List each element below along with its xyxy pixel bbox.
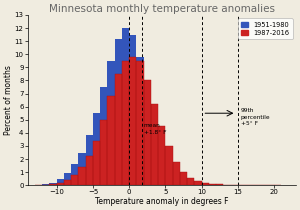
- Bar: [158, 126, 165, 185]
- Bar: [57, 183, 64, 185]
- Bar: [129, 35, 137, 185]
- Bar: [136, 57, 144, 185]
- Bar: [194, 181, 202, 185]
- Bar: [50, 184, 57, 185]
- Y-axis label: Percent of months: Percent of months: [4, 65, 13, 135]
- Bar: [71, 175, 78, 185]
- Bar: [151, 104, 158, 185]
- Bar: [57, 179, 64, 185]
- Bar: [180, 172, 187, 185]
- Bar: [107, 96, 115, 185]
- Bar: [50, 183, 57, 185]
- Bar: [172, 162, 180, 185]
- Bar: [115, 74, 122, 185]
- Title: Minnesota monthly temperature anomalies: Minnesota monthly temperature anomalies: [49, 4, 275, 14]
- Bar: [64, 173, 71, 185]
- Bar: [86, 135, 93, 185]
- Bar: [122, 61, 129, 185]
- Bar: [129, 57, 137, 185]
- Bar: [194, 181, 202, 185]
- Bar: [71, 164, 78, 185]
- Bar: [115, 38, 122, 185]
- Bar: [187, 178, 194, 185]
- Bar: [180, 172, 187, 185]
- Bar: [180, 179, 187, 185]
- Bar: [86, 156, 93, 185]
- Bar: [50, 184, 57, 185]
- Bar: [93, 113, 100, 185]
- Text: 99th
percentile
+5° F: 99th percentile +5° F: [241, 108, 270, 126]
- Bar: [100, 120, 107, 185]
- Bar: [165, 162, 172, 185]
- Bar: [144, 87, 151, 185]
- Bar: [158, 143, 165, 185]
- Bar: [136, 61, 144, 185]
- Bar: [151, 117, 158, 185]
- Bar: [202, 183, 209, 185]
- Bar: [42, 184, 50, 185]
- Bar: [78, 167, 86, 185]
- Bar: [93, 141, 100, 185]
- Bar: [86, 156, 93, 185]
- Bar: [122, 28, 129, 185]
- Bar: [144, 80, 151, 185]
- Bar: [172, 172, 180, 185]
- Bar: [136, 61, 144, 185]
- Bar: [158, 126, 165, 185]
- Bar: [100, 87, 107, 185]
- Bar: [209, 184, 216, 185]
- Bar: [194, 184, 202, 185]
- Bar: [129, 57, 137, 185]
- Bar: [187, 178, 194, 185]
- Bar: [71, 175, 78, 185]
- Bar: [209, 184, 216, 185]
- Bar: [107, 61, 115, 185]
- Bar: [165, 146, 172, 185]
- Bar: [78, 167, 86, 185]
- Bar: [144, 80, 151, 185]
- Bar: [172, 162, 180, 185]
- Legend: 1951-1980, 1987-2016: 1951-1980, 1987-2016: [238, 18, 292, 39]
- Bar: [64, 180, 71, 185]
- Bar: [122, 61, 129, 185]
- Bar: [202, 183, 209, 185]
- Bar: [151, 104, 158, 185]
- Bar: [107, 96, 115, 185]
- Text: mean
+1.8° F: mean +1.8° F: [144, 123, 166, 135]
- Bar: [187, 182, 194, 185]
- Bar: [115, 74, 122, 185]
- Bar: [165, 146, 172, 185]
- Bar: [64, 180, 71, 185]
- Bar: [100, 120, 107, 185]
- X-axis label: Temperature anomaly in degrees F: Temperature anomaly in degrees F: [95, 197, 229, 206]
- Bar: [57, 183, 64, 185]
- Bar: [78, 152, 86, 185]
- Bar: [93, 141, 100, 185]
